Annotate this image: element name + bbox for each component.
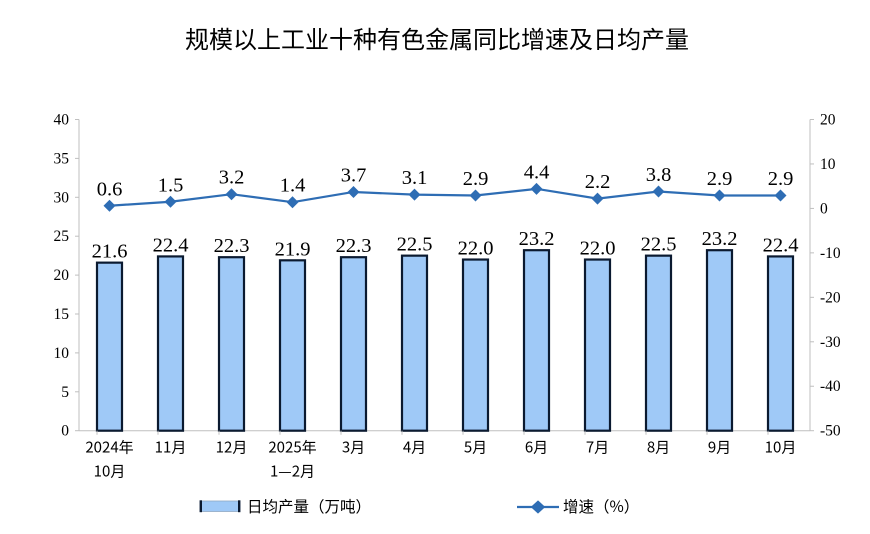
svg-text:2.9: 2.9 (768, 168, 794, 190)
svg-text:11月: 11月 (155, 437, 187, 458)
svg-text:20: 20 (820, 112, 836, 129)
svg-text:30: 30 (54, 189, 70, 206)
svg-text:22.0: 22.0 (458, 238, 494, 260)
svg-text:5: 5 (61, 384, 69, 401)
svg-text:2.9: 2.9 (463, 168, 489, 190)
svg-text:21.9: 21.9 (275, 238, 311, 260)
svg-text:6月: 6月 (525, 437, 548, 458)
svg-text:0: 0 (61, 423, 69, 440)
svg-text:15: 15 (54, 306, 70, 323)
svg-text:日均产量（万吨）: 日均产量（万吨） (247, 495, 371, 517)
svg-text:-50: -50 (820, 423, 841, 440)
svg-text:22.4: 22.4 (153, 234, 189, 256)
svg-text:4.4: 4.4 (524, 161, 550, 183)
svg-text:22.4: 22.4 (763, 234, 799, 256)
svg-text:35: 35 (54, 150, 70, 167)
svg-text:9月: 9月 (708, 437, 731, 458)
svg-text:2.2: 2.2 (585, 171, 611, 193)
svg-text:22.0: 22.0 (580, 238, 616, 260)
svg-text:-10: -10 (820, 245, 841, 262)
svg-text:20: 20 (54, 267, 70, 284)
svg-text:10: 10 (54, 345, 70, 362)
svg-text:25: 25 (54, 228, 70, 245)
svg-text:1.5: 1.5 (158, 174, 184, 196)
svg-text:23.2: 23.2 (519, 228, 555, 250)
svg-text:7月: 7月 (586, 437, 609, 458)
svg-text:增速（%）: 增速（%） (563, 495, 639, 517)
svg-text:1—2月: 1—2月 (270, 461, 315, 482)
svg-text:23.2: 23.2 (702, 228, 738, 250)
svg-text:22.3: 22.3 (336, 235, 372, 257)
svg-text:3.2: 3.2 (219, 167, 245, 189)
svg-text:-30: -30 (820, 334, 841, 351)
svg-text:10月: 10月 (765, 437, 797, 458)
svg-text:4月: 4月 (403, 437, 426, 458)
svg-text:3.1: 3.1 (402, 167, 428, 189)
svg-text:22.5: 22.5 (641, 234, 677, 256)
svg-text:2025年: 2025年 (268, 437, 316, 458)
svg-text:3.7: 3.7 (341, 164, 367, 186)
svg-text:2024年: 2024年 (85, 437, 133, 458)
svg-text:-40: -40 (820, 378, 841, 395)
svg-text:3.8: 3.8 (646, 164, 672, 186)
svg-text:10: 10 (820, 156, 836, 173)
svg-text:3月: 3月 (342, 437, 365, 458)
svg-text:-20: -20 (820, 289, 841, 306)
svg-text:0: 0 (820, 200, 828, 217)
svg-text:22.3: 22.3 (214, 235, 250, 257)
svg-text:12月: 12月 (216, 437, 248, 458)
svg-text:2.9: 2.9 (707, 168, 733, 190)
svg-text:40: 40 (54, 112, 70, 129)
svg-text:规模以上工业十种有色金属同比增速及日均产量: 规模以上工业十种有色金属同比增速及日均产量 (185, 20, 689, 55)
svg-text:1.4: 1.4 (280, 175, 306, 197)
svg-text:22.5: 22.5 (397, 234, 433, 256)
svg-text:5月: 5月 (464, 437, 487, 458)
svg-text:21.6: 21.6 (92, 241, 128, 263)
svg-text:10月: 10月 (94, 461, 126, 482)
svg-text:8月: 8月 (647, 437, 670, 458)
svg-text:0.6: 0.6 (97, 178, 123, 200)
